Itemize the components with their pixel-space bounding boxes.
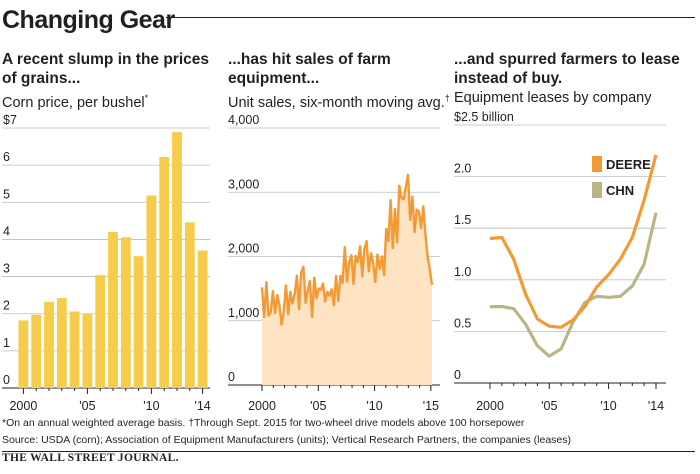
p2-y-tick-label: 0 — [228, 370, 235, 384]
p2-y-tick-label: 3,000 — [228, 177, 259, 191]
panel-3-subtitle-text: Equipment leases by company — [454, 90, 652, 106]
p1-bar — [172, 132, 182, 388]
p3-legend-swatch-deere — [592, 156, 602, 172]
p3-y-tick-label: 2.0 — [454, 162, 471, 176]
p2-x-tick-label: '15 — [423, 399, 439, 413]
p3-x-tick-label: 2000 — [476, 399, 504, 413]
p2-y-tick-label: 4,000 — [228, 113, 259, 127]
panel-3-title-line1: ...and spurred farmers to lease — [454, 51, 680, 68]
p1-y-tick-label: 5 — [3, 187, 10, 201]
p1-x-tick-label: '10 — [143, 399, 159, 413]
p3-x-tick-label: '14 — [648, 399, 664, 413]
panel-1-title-line2: of grains... — [2, 70, 81, 87]
p3-y-tick-label: 1.5 — [454, 213, 471, 227]
p1-y-tick-label: 6 — [3, 150, 10, 164]
footer-rule — [2, 451, 695, 452]
p1-bar — [184, 222, 195, 388]
p1-bar — [133, 256, 144, 388]
p1-y-tick-label: 1 — [3, 336, 10, 350]
p2-x-tick-label: '05 — [310, 399, 326, 413]
p3-x-tick-label: '05 — [541, 399, 557, 413]
p1-x-tick-label: '05 — [79, 399, 95, 413]
p1-bar — [31, 314, 42, 388]
p3-x-tick-label: '10 — [600, 399, 616, 413]
p1-y-tick-label: 0 — [3, 373, 10, 387]
p1-y-tick-label: 3 — [3, 262, 10, 276]
p2-series-line — [260, 173, 434, 326]
panel-2-subtitle-mark: † — [444, 93, 450, 103]
p1-bar — [18, 320, 29, 388]
panel-2-title-line1: ...has hit sales of farm — [228, 51, 391, 68]
panel-1-title-line1: A recent slump in the prices — [2, 51, 210, 68]
p1-bar — [197, 250, 208, 388]
footnote: *On an annual weighted average basis. †T… — [2, 417, 525, 429]
p3-y-tick-label: 0.5 — [454, 316, 471, 330]
p3-y-tick-label: $2.5 billion — [454, 110, 514, 124]
p3-y-tick-label: 0 — [454, 368, 461, 382]
p1-bar — [146, 195, 157, 388]
p1-y-tick-label: 4 — [3, 224, 10, 238]
p2-x-tick-label: 2000 — [248, 399, 276, 413]
p3-legend-swatch-chn — [592, 182, 602, 198]
panel-3-subtitle: Equipment leases by company — [454, 89, 651, 107]
p1-x-tick-label: 2000 — [9, 399, 37, 413]
p1-bar — [56, 298, 67, 388]
p3-y-tick-label: 1.0 — [454, 265, 471, 279]
panel-1-title: A recent slump in the prices of grains..… — [2, 50, 209, 88]
p2-y-tick-label: 2,000 — [228, 242, 259, 256]
p3-series-line-chn — [490, 212, 658, 358]
panel-2-subtitle: Unit sales, six-month moving avg.† — [228, 89, 450, 112]
p1-bar — [82, 313, 93, 388]
p2-x-tick-label: '10 — [366, 399, 382, 413]
p1-bar — [120, 237, 131, 388]
publisher-credit: THE WALL STREET JOURNAL. — [2, 452, 179, 464]
p1-x-tick-label: '14 — [194, 399, 210, 413]
panel-2-title: ...has hit sales of farm equipment... — [228, 50, 391, 88]
charts-canvas: 0 1 2 3 4 5 6 $7 2000 '05 '10 '14 0 1,000 2,000 3,000 4,… — [2, 110, 666, 413]
p1-bar — [69, 311, 80, 388]
p1-bar — [44, 301, 54, 388]
panel-1-subtitle-mark: * — [144, 93, 149, 103]
panel-3-title-line2: instead of buy. — [454, 70, 563, 87]
panel-1-subtitle-text: Corn price, per bushel — [2, 94, 145, 111]
p1-bar — [159, 156, 170, 388]
p1-bar — [95, 275, 106, 388]
panel-2-subtitle-text: Unit sales, six-month moving avg. — [228, 94, 445, 111]
header-rule — [166, 17, 695, 18]
p1-y-tick-label: $7 — [3, 113, 17, 127]
panel-3-title: ...and spurred farmers to lease instead … — [454, 50, 680, 88]
panel-2-title-line2: equipment... — [228, 70, 320, 87]
panel-1-subtitle: Corn price, per bushel* — [2, 89, 148, 112]
p2-y-tick-label: 1,000 — [228, 306, 259, 320]
p1-y-tick-label: 2 — [3, 299, 10, 313]
p3-legend-label-chn: CHN — [606, 183, 634, 198]
chart-title: Changing Gear — [2, 6, 175, 34]
p3-series-line-deere — [489, 154, 658, 329]
p3-legend-label-deere: DEERE — [606, 157, 651, 172]
p1-bar — [108, 232, 118, 388]
source-note: Source: USDA (corn); Association of Equi… — [2, 434, 571, 446]
